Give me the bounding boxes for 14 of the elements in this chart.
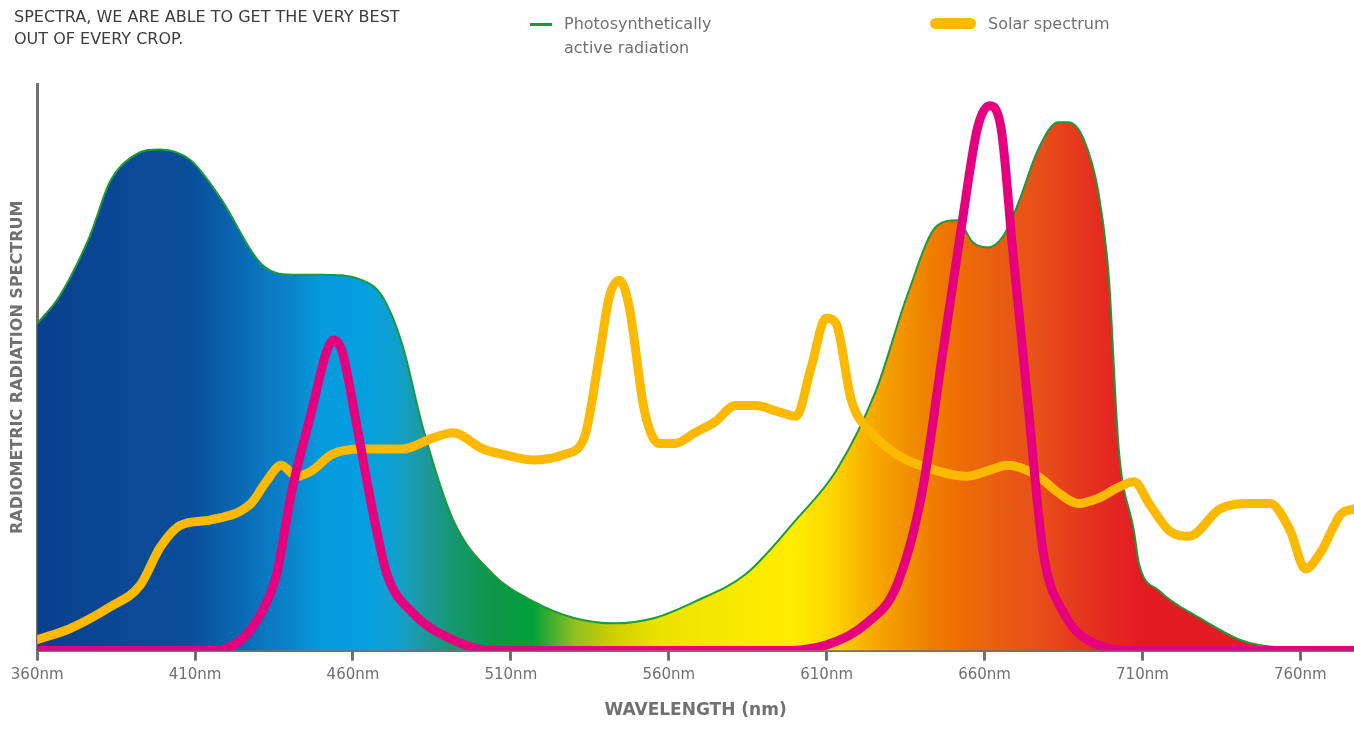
x-tick-label: 760nm — [1273, 665, 1327, 684]
x-tick-label: 560nm — [642, 665, 696, 684]
x-axis-title: WAVELENGTH (nm) — [604, 699, 787, 720]
legend-label: Photosynthetically active radiation — [564, 13, 713, 59]
x-tick-label: 710nm — [1116, 665, 1169, 684]
x-tick-label: 660nm — [958, 665, 1011, 684]
x-tick-label: 460nm — [326, 665, 380, 684]
chart-title: SPECTRA, WE ARE ABLE TO GET THE VERY BEST OUT OF EVERY CROP. — [14, 6, 401, 50]
y-axis-title: RADIOMETRIC RADIATION SPECTRUM — [6, 200, 26, 535]
x-tick-label: 360nm — [10, 665, 64, 684]
legend-label: Solar spectrum — [988, 13, 1110, 35]
x-tick-label: 610nm — [800, 665, 854, 684]
x-tick-label: 410nm — [168, 665, 222, 684]
x-tick-label: 510nm — [484, 665, 538, 684]
